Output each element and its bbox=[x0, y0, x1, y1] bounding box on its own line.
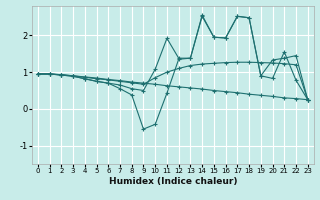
X-axis label: Humidex (Indice chaleur): Humidex (Indice chaleur) bbox=[108, 177, 237, 186]
